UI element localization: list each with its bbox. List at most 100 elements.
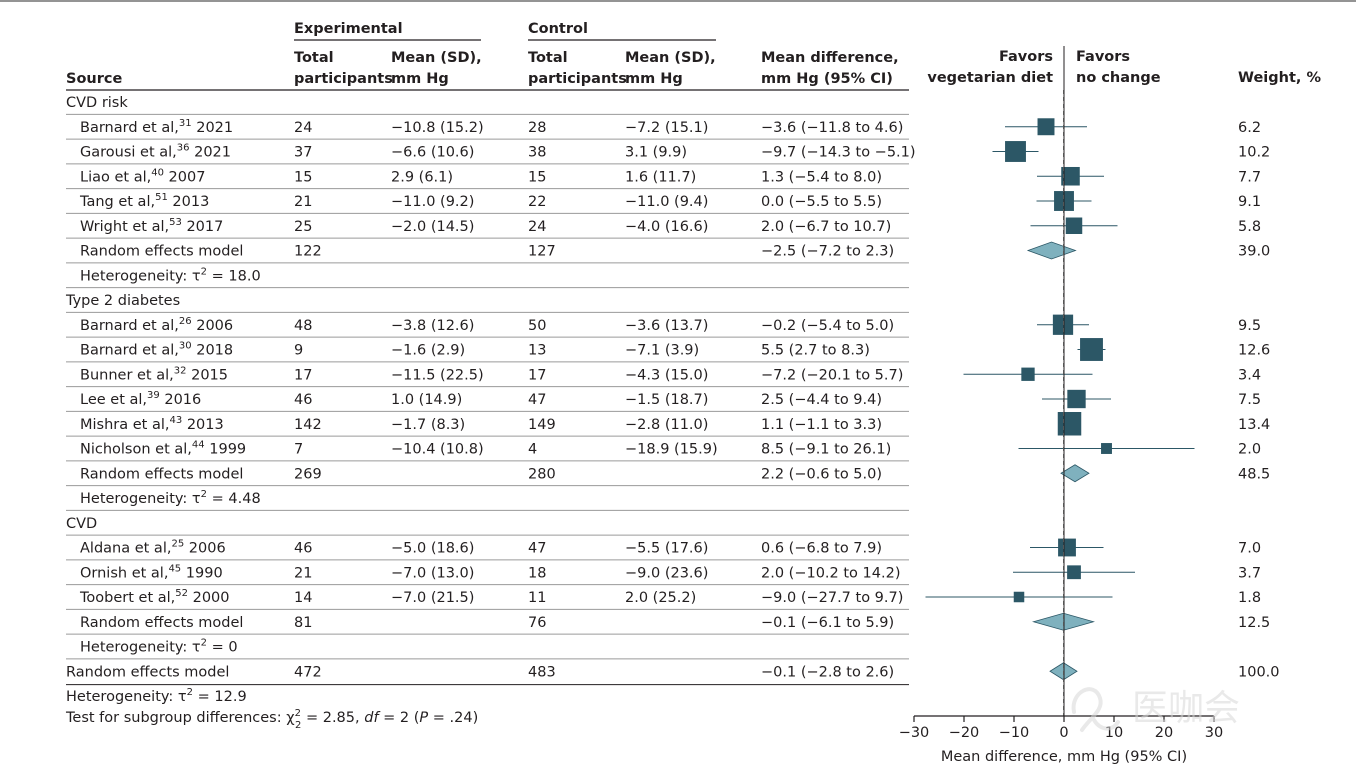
ctl-mean-sd: −4.3 (15.0) <box>625 367 708 383</box>
study-year: 2000 <box>188 590 230 606</box>
study-label: Mishra et al,43 2013 <box>80 415 224 433</box>
heterogeneity-value: = 18.0 <box>207 268 261 284</box>
ctl-total: 18 <box>528 565 546 581</box>
point-estimate <box>1057 412 1082 436</box>
weight-value: 10.2 <box>1238 145 1270 161</box>
x-tick-label: −20 <box>949 725 980 741</box>
weight-value: 39.0 <box>1238 244 1270 260</box>
study-ref: 26 <box>179 316 192 327</box>
study-label: Ornish et al,45 1990 <box>80 563 223 581</box>
exp-total: 37 <box>294 145 312 161</box>
footer-heterogeneity-value: = 12.9 <box>193 689 247 705</box>
study-label: Garousi et al,36 2021 <box>80 143 231 161</box>
point-estimate <box>1080 338 1103 361</box>
point-estimate <box>1021 367 1035 381</box>
weight-value: 12.5 <box>1238 615 1270 631</box>
exp-total: 9 <box>294 343 303 359</box>
group-label: Type 2 diabetes <box>65 293 180 309</box>
study-label: Nicholson et al,44 1999 <box>80 440 246 458</box>
point-estimate <box>1061 166 1080 186</box>
header-experimental: Experimental <box>294 21 403 37</box>
heterogeneity-label: Heterogeneity: τ2 = 4.48 <box>80 489 261 507</box>
x-tick-label: 20 <box>1155 725 1173 741</box>
mean-difference-ci: 0.6 (−6.8 to 7.9) <box>761 541 882 557</box>
exp-mean-sd: −11.5 (22.5) <box>391 367 484 383</box>
header-ctl-total-line1: Total <box>528 50 568 66</box>
ctl-total: 127 <box>528 244 556 260</box>
exp-mean-sd: −10.4 (10.8) <box>391 442 484 458</box>
mean-difference-ci: 8.5 (−9.1 to 26.1) <box>761 442 891 458</box>
footer-test-rest1: = 2 ( <box>379 710 420 726</box>
x-tick-label: −30 <box>899 725 930 741</box>
group-label: CVD risk <box>66 95 128 111</box>
ctl-mean-sd: −1.5 (18.7) <box>625 392 708 408</box>
mean-difference-ci: −0.1 (−6.1 to 5.9) <box>761 615 894 631</box>
header-favors-left-line2: vegetarian diet <box>927 70 1053 86</box>
heterogeneity-value: = 4.48 <box>207 491 261 507</box>
mean-difference-ci: 2.5 (−4.4 to 9.4) <box>761 392 882 408</box>
mean-difference-ci: −0.1 (−2.8 to 2.6) <box>761 664 894 680</box>
weight-value: 7.0 <box>1238 541 1261 557</box>
study-label: Liao et al,40 2007 <box>80 167 205 185</box>
weight-value: 3.4 <box>1238 367 1261 383</box>
heterogeneity-sup: 2 <box>201 638 207 649</box>
exp-total: 21 <box>294 194 312 210</box>
header-control: Control <box>528 21 588 37</box>
mean-difference-ci: −0.2 (−5.4 to 5.0) <box>761 318 894 334</box>
x-tick-label: 0 <box>1059 725 1068 741</box>
x-axis-label: Mean difference, mm Hg (95% CI) <box>941 749 1187 765</box>
ctl-total: 15 <box>528 169 546 185</box>
mean-difference-ci: −9.7 (−14.3 to −5.1) <box>761 145 916 161</box>
study-label: Wright et al,53 2017 <box>80 217 223 235</box>
ctl-mean-sd: −7.2 (15.1) <box>625 120 708 136</box>
pooled-diamond <box>1060 464 1090 483</box>
exp-total: 46 <box>294 392 312 408</box>
study-year: 1999 <box>205 442 247 458</box>
exp-total: 24 <box>294 120 312 136</box>
mean-difference-ci: 5.5 (2.7 to 8.3) <box>761 343 870 359</box>
footer-test-rest2: = .24) <box>428 710 478 726</box>
study-year: 2006 <box>192 318 234 334</box>
study-ref: 32 <box>174 365 187 376</box>
study-ref: 40 <box>151 167 164 178</box>
study-ref: 51 <box>155 192 168 203</box>
footer-subgroup-test: Test for subgroup differences: χ2 2 = 2.8… <box>65 708 478 731</box>
ctl-total: 24 <box>528 219 546 235</box>
exp-total: 48 <box>294 318 312 334</box>
ctl-mean-sd: −11.0 (9.4) <box>625 194 708 210</box>
header-exp-mean-line2: mm Hg <box>391 71 449 87</box>
header-ctl-total-line2: participants <box>528 71 627 87</box>
study-ref: 52 <box>175 588 188 599</box>
study-year: 2006 <box>184 541 226 557</box>
weight-value: 48.5 <box>1238 466 1270 482</box>
ctl-mean-sd: −9.0 (23.6) <box>625 565 708 581</box>
weight-value: 100.0 <box>1238 664 1280 680</box>
ctl-mean-sd: −5.5 (17.6) <box>625 541 708 557</box>
pooled-label: Random effects model <box>80 615 243 631</box>
exp-mean-sd: −5.0 (18.6) <box>391 541 474 557</box>
header-exp-total-line2: participants <box>294 71 393 87</box>
exp-total: 15 <box>294 169 312 185</box>
exp-total: 46 <box>294 541 312 557</box>
pooled-diamond <box>1026 241 1077 260</box>
weight-value: 9.5 <box>1238 318 1261 334</box>
point-estimate <box>1067 565 1081 580</box>
footer-test-p: P <box>419 710 428 726</box>
ctl-mean-sd: −3.6 (13.7) <box>625 318 708 334</box>
footer-test-mid: = 2.85, <box>301 710 364 726</box>
header-exp-mean-line1: Mean (SD), <box>391 50 482 66</box>
exp-mean-sd: −10.8 (15.2) <box>391 120 484 136</box>
ctl-mean-sd: −4.0 (16.6) <box>625 219 708 235</box>
study-year: 2016 <box>160 392 202 408</box>
exp-mean-sd: −3.8 (12.6) <box>391 318 474 334</box>
exp-mean-sd: 2.9 (6.1) <box>391 169 453 185</box>
ctl-total: 483 <box>528 664 556 680</box>
footer-test-sub: 2 <box>295 720 301 731</box>
study-year: 2013 <box>168 194 210 210</box>
ctl-total: 280 <box>528 466 556 482</box>
exp-total: 472 <box>294 664 322 680</box>
ctl-mean-sd: 3.1 (9.9) <box>625 145 687 161</box>
study-year: 2015 <box>186 367 228 383</box>
